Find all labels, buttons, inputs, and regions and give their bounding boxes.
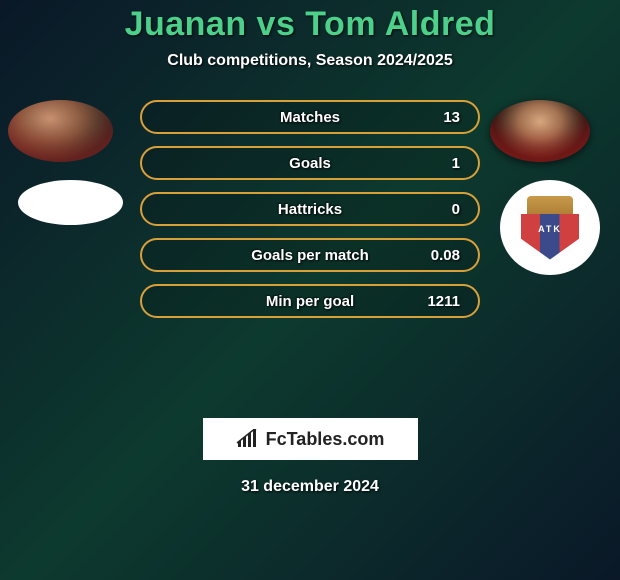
left-player-avatar	[8, 100, 113, 162]
main-area: ATK Matches 13 Goals 1 Hattricks 0 Goals…	[0, 100, 620, 400]
stat-value: 0.08	[431, 247, 460, 264]
stat-label: Goals	[289, 155, 331, 172]
stat-row-min-per-goal: Min per goal 1211	[140, 284, 480, 318]
stat-label: Hattricks	[278, 201, 342, 218]
stat-value: 0	[452, 201, 460, 218]
infographic-root: Juanan vs Tom Aldred Club competitions, …	[0, 0, 620, 496]
stat-row-hattricks: Hattricks 0	[140, 192, 480, 226]
date-text: 31 december 2024	[0, 478, 620, 496]
right-club-badge: ATK	[500, 180, 600, 275]
stat-value: 1211	[427, 293, 460, 310]
page-title: Juanan vs Tom Aldred	[0, 5, 620, 44]
stat-value: 1	[452, 155, 460, 172]
stat-row-matches: Matches 13	[140, 100, 480, 134]
stat-label: Min per goal	[266, 293, 354, 310]
shield-icon: ATK	[521, 196, 579, 260]
brand-text: FcTables.com	[266, 429, 385, 450]
badge-letters: ATK	[521, 224, 579, 234]
stat-value: 13	[443, 109, 460, 126]
stat-row-goals-per-match: Goals per match 0.08	[140, 238, 480, 272]
stat-label: Matches	[280, 109, 340, 126]
stat-label: Goals per match	[251, 247, 369, 264]
right-player-avatar	[490, 100, 590, 162]
brand-box: FcTables.com	[203, 418, 418, 460]
left-club-badge	[18, 180, 123, 225]
page-subtitle: Club competitions, Season 2024/2025	[0, 52, 620, 70]
chart-bars-icon	[236, 429, 260, 449]
stat-bars: Matches 13 Goals 1 Hattricks 0 Goals per…	[140, 100, 480, 330]
stat-row-goals: Goals 1	[140, 146, 480, 180]
